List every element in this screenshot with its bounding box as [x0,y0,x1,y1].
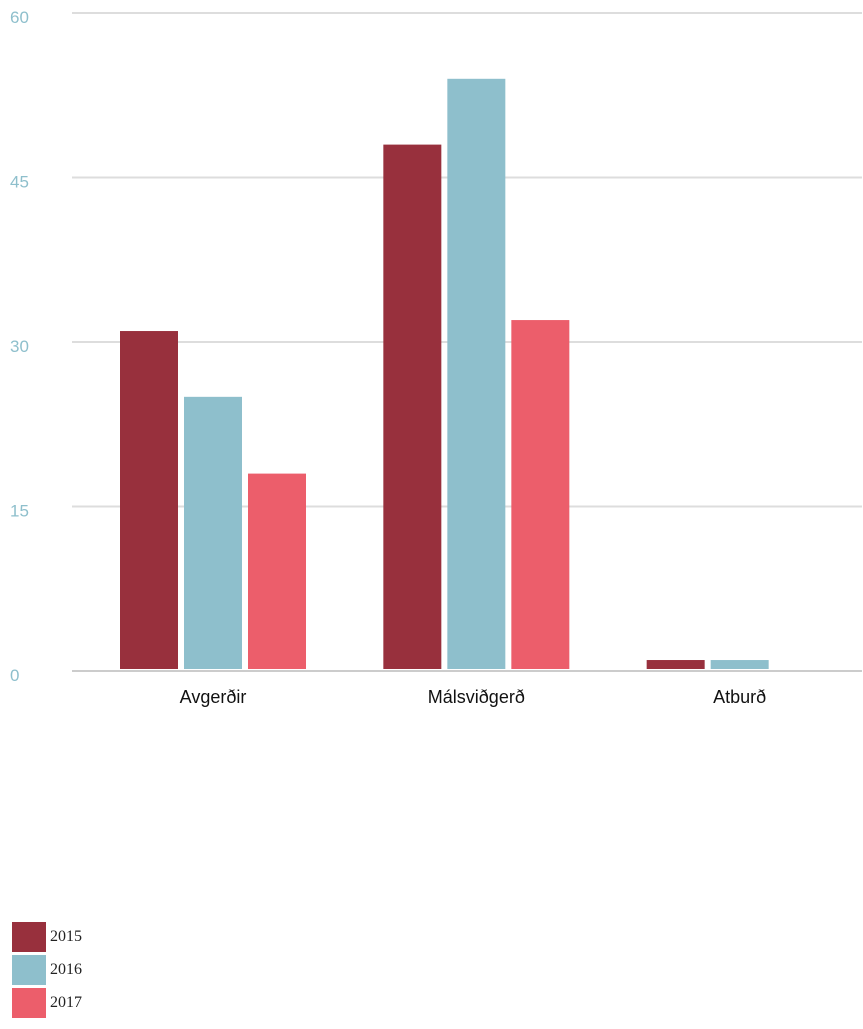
bars [120,78,769,670]
legend-item-2015: 2015 [12,920,82,953]
legend-item-2017: 2017 [12,986,82,1019]
bar-2016-0 [184,396,242,669]
x-tick-label: Atburð [713,687,766,707]
bar-chart: 0 15 30 45 60 Avgerðir Málsviðgerð Atburð [10,8,862,707]
legend-swatch [12,921,46,952]
x-tick-label: Málsviðgerð [428,687,525,707]
x-axis-ticks: Avgerðir Málsviðgerð Atburð [180,687,767,707]
bar-2015-1 [383,144,442,670]
bar-2016-2 [710,660,769,669]
legend-swatch [12,987,46,1018]
y-tick-label: 15 [10,502,29,521]
bar-2017-0 [248,473,306,669]
legend-item-2016: 2016 [12,953,82,986]
bar-2015-2 [646,660,705,669]
y-tick-label: 0 [10,666,19,685]
legend-swatch [12,954,46,985]
legend-label: 2015 [50,927,82,945]
bar-2015-0 [120,331,178,669]
bar-2016-1 [447,78,506,670]
legend-label: 2016 [50,960,82,978]
y-tick-label: 60 [10,8,29,27]
legend: 2015 2016 2017 [12,920,82,1019]
x-tick-label: Avgerðir [180,687,247,707]
bar-2017-1 [511,320,570,669]
y-tick-label: 45 [10,173,29,192]
legend-label: 2017 [50,993,82,1011]
y-tick-label: 30 [10,337,29,356]
y-axis-ticks: 0 15 30 45 60 [10,8,29,685]
